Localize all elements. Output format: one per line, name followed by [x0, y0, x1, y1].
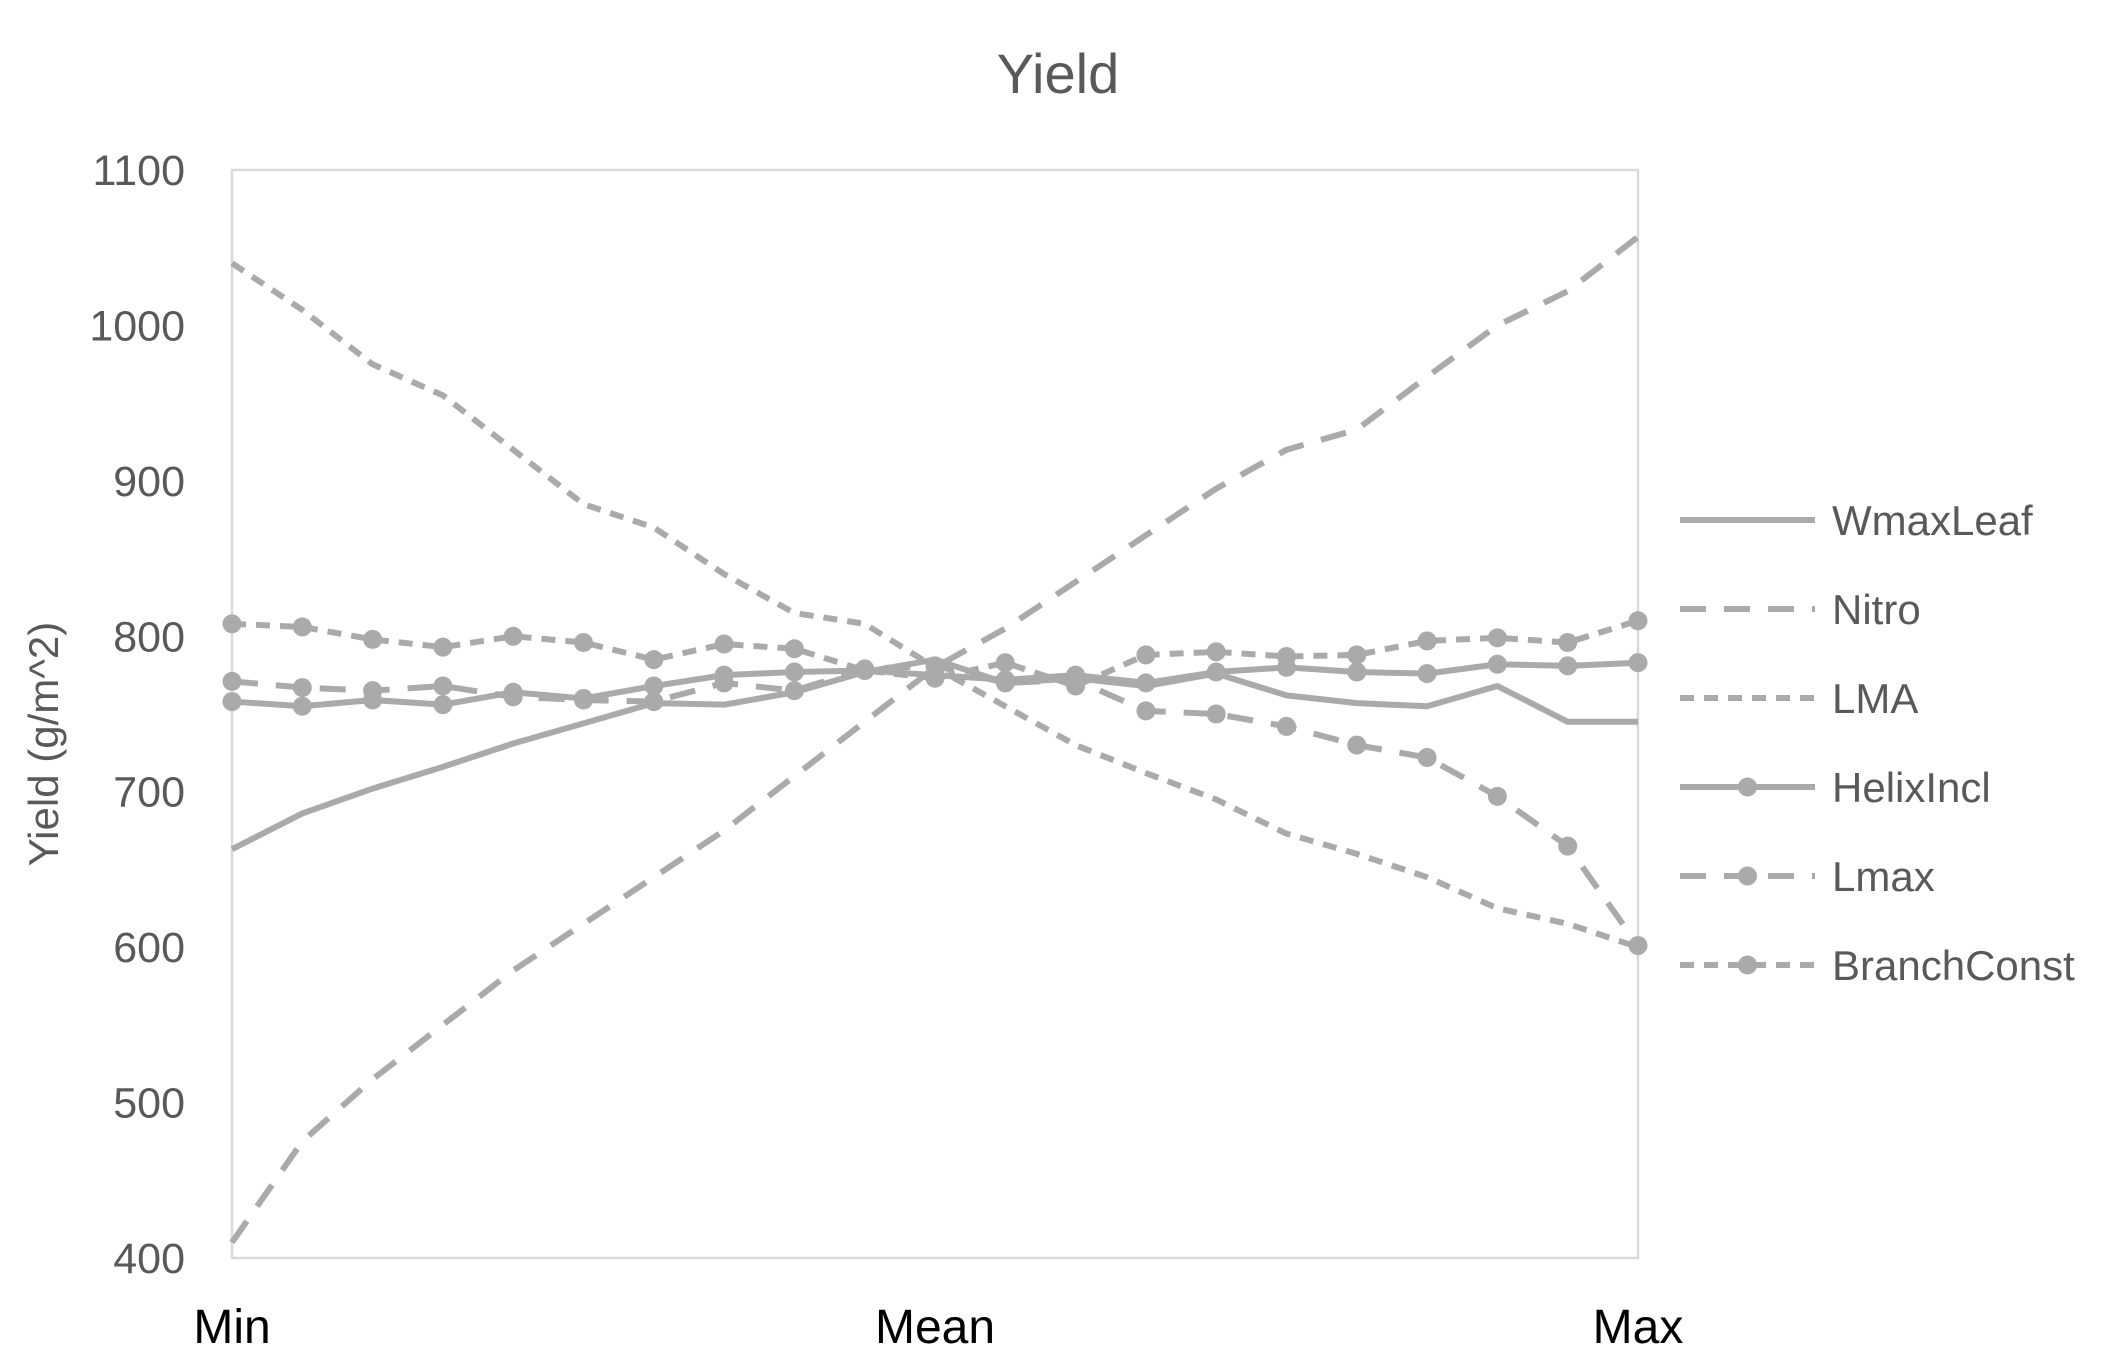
- legend-item: BranchConst: [1680, 942, 2075, 989]
- legend-label: BranchConst: [1832, 942, 2075, 989]
- data-point: [503, 626, 523, 646]
- data-point: [1136, 645, 1156, 665]
- legend-label: HelixIncl: [1832, 764, 1991, 811]
- data-point: [292, 617, 312, 637]
- y-tick-label: 700: [113, 769, 185, 817]
- y-tick-label: 500: [113, 1080, 185, 1128]
- y-tick-label: 900: [113, 458, 185, 506]
- data-point: [784, 662, 804, 682]
- data-point: [433, 637, 453, 657]
- data-point: [222, 692, 242, 712]
- legend-item: LMA: [1680, 675, 1918, 722]
- legend-marker: [1738, 777, 1757, 797]
- series-lmax: [222, 656, 1648, 956]
- data-point: [1417, 631, 1437, 651]
- data-point: [574, 690, 593, 710]
- chart-title: Yield: [997, 42, 1119, 105]
- data-point: [644, 650, 664, 670]
- y-tick-label: 400: [113, 1235, 185, 1283]
- data-point: [1206, 704, 1226, 724]
- legend-label: LMA: [1832, 675, 1918, 722]
- legend: WmaxLeaf Nitro LMA HelixIncl Lmax BranchConst: [1680, 497, 2075, 989]
- data-point: [1487, 786, 1507, 806]
- legend-label: WmaxLeaf: [1832, 497, 2033, 544]
- data-point: [363, 629, 383, 649]
- data-point: [1558, 633, 1578, 653]
- data-point: [714, 634, 734, 654]
- data-point: [1487, 628, 1507, 648]
- data-point: [1628, 611, 1648, 631]
- data-point: [644, 692, 664, 712]
- series-line: [230, 260, 1639, 950]
- data-point: [433, 676, 453, 696]
- series-group: [222, 234, 1648, 1245]
- data-point: [1558, 836, 1578, 856]
- y-tick-label: 600: [113, 924, 185, 972]
- x-tick-label: Mean: [875, 1301, 995, 1354]
- data-point: [292, 696, 312, 716]
- data-point: [1347, 645, 1367, 665]
- series-lma: [230, 260, 1639, 950]
- x-axis-ticks: Min Mean Max: [193, 1301, 1683, 1354]
- data-point: [1136, 701, 1156, 721]
- legend-marker: [1738, 866, 1757, 886]
- plot-area-border: [230, 168, 1640, 1260]
- data-point: [644, 676, 664, 696]
- data-point: [1277, 646, 1296, 666]
- data-point: [222, 614, 242, 634]
- data-point: [1347, 662, 1367, 682]
- x-tick-label: Min: [193, 1301, 270, 1354]
- x-tick-label: Max: [1593, 1301, 1684, 1354]
- legend-item: Nitro: [1680, 586, 1921, 633]
- data-point: [574, 633, 593, 653]
- data-point: [363, 681, 383, 701]
- legend-item: WmaxLeaf: [1680, 497, 2033, 544]
- data-point: [1558, 656, 1578, 676]
- data-point: [1628, 936, 1648, 956]
- y-tick-label: 1000: [89, 302, 185, 350]
- data-point: [995, 673, 1015, 693]
- data-point: [714, 673, 734, 693]
- data-point: [1066, 676, 1086, 696]
- data-point: [855, 660, 875, 680]
- series-nitro: [229, 234, 1640, 1245]
- data-point: [1417, 748, 1437, 768]
- data-point: [1628, 653, 1648, 673]
- data-point: [1487, 654, 1507, 674]
- data-point: [503, 687, 523, 707]
- legend-label: Lmax: [1832, 853, 1935, 900]
- y-axis-ticks: 400 500 600 700 800 900 1000 1100: [89, 147, 185, 1283]
- legend-label: Nitro: [1832, 586, 1921, 633]
- data-point: [1136, 673, 1156, 693]
- data-point: [433, 695, 453, 715]
- data-point: [995, 653, 1015, 673]
- data-point: [1206, 642, 1226, 662]
- legend-item: Lmax: [1680, 853, 1935, 900]
- data-point: [292, 678, 312, 698]
- data-point: [784, 681, 804, 701]
- legend-item: HelixIncl: [1680, 764, 1991, 811]
- data-point: [1277, 716, 1296, 736]
- data-point: [1347, 735, 1367, 755]
- data-point: [222, 671, 242, 691]
- series-branchconst: [222, 611, 1648, 696]
- series-line: [229, 234, 1640, 1245]
- data-point: [784, 639, 804, 659]
- y-tick-label: 800: [113, 613, 185, 661]
- y-axis-label: Yield (g/m^2): [20, 622, 67, 867]
- legend-marker: [1738, 955, 1757, 975]
- data-point: [1206, 662, 1226, 682]
- y-tick-label: 1100: [93, 147, 185, 195]
- data-point: [1417, 664, 1437, 684]
- data-point: [925, 668, 945, 688]
